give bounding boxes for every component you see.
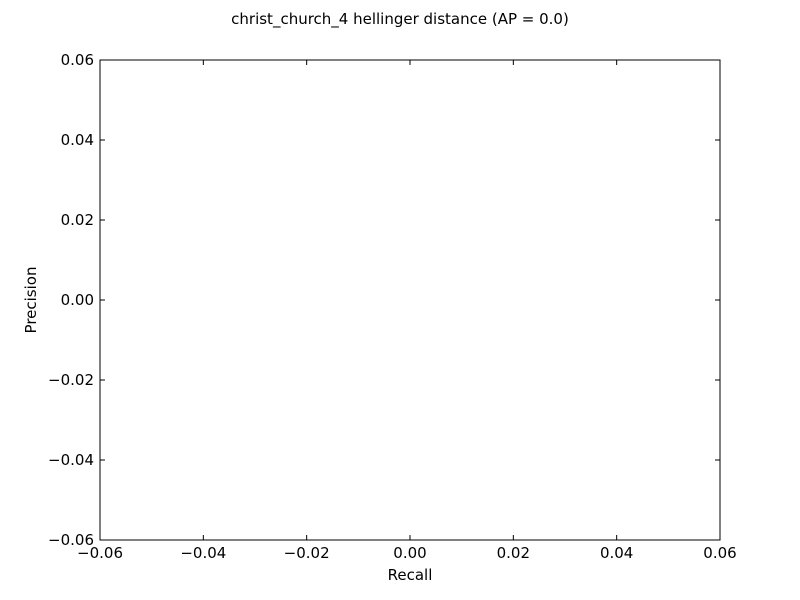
x-tick-label: −0.02 xyxy=(284,544,330,562)
x-tick-label: 0.02 xyxy=(497,544,530,562)
x-axis-ticks xyxy=(99,60,721,540)
plot-area xyxy=(99,59,721,541)
y-tick-label: 0.04 xyxy=(61,131,94,149)
y-tick-label: 0.00 xyxy=(61,291,94,309)
y-tick-label: 0.06 xyxy=(61,51,94,69)
y-axis-label: Precision xyxy=(22,267,40,334)
y-axis-ticks xyxy=(100,59,720,541)
y-axis-tick-labels: 0.06 0.04 0.02 0.00 −0.02 −0.04 −0.06 xyxy=(48,51,94,549)
x-tick-label: −0.06 xyxy=(77,544,123,562)
x-tick-label: −0.04 xyxy=(180,544,226,562)
x-axis-tick-labels: −0.06 −0.04 −0.02 0.00 0.02 0.04 0.06 xyxy=(77,544,737,562)
y-tick-label: −0.02 xyxy=(48,371,94,389)
y-tick-label: 0.02 xyxy=(61,211,94,229)
x-tick-label: 0.06 xyxy=(703,544,736,562)
y-tick-label: −0.04 xyxy=(48,451,94,469)
chart-title: christ_church_4 hellinger distance (AP =… xyxy=(231,10,569,29)
x-axis-label: Recall xyxy=(388,566,433,584)
x-tick-label: 0.04 xyxy=(600,544,633,562)
x-tick-label: 0.00 xyxy=(393,544,426,562)
y-tick-label: −0.06 xyxy=(48,531,94,549)
